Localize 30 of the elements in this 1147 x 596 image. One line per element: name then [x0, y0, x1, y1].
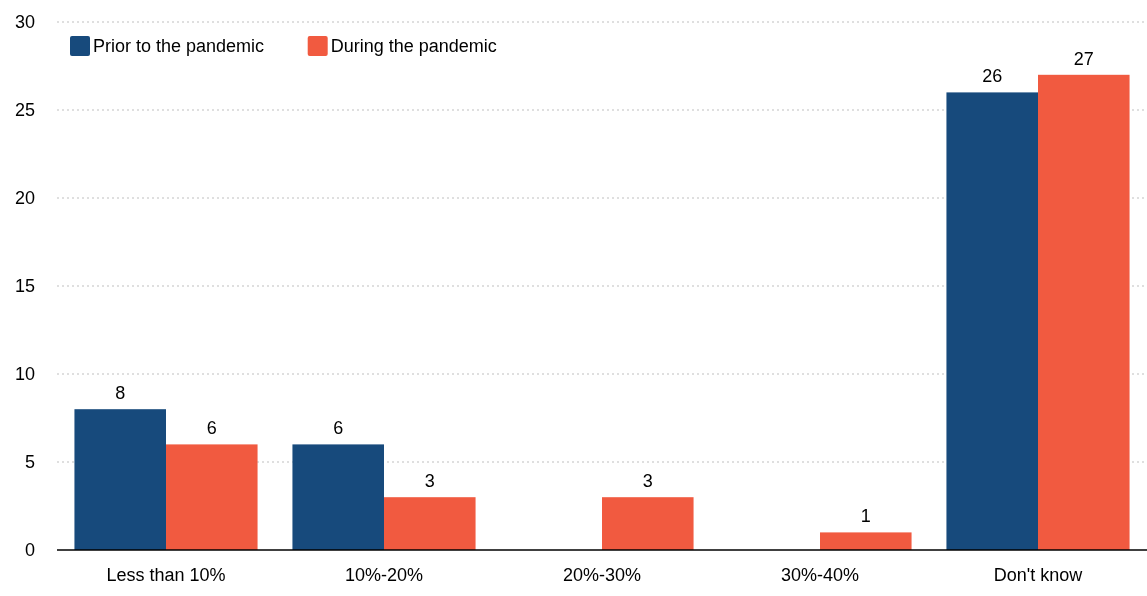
data-label: 1: [860, 506, 871, 527]
x-tick-label: 10%-20%: [344, 565, 424, 585]
y-tick-label: 0: [24, 540, 35, 561]
x-tick-label: Don't know: [993, 565, 1084, 585]
y-tick-label: 15: [14, 276, 35, 297]
y-tick-label: 5: [24, 452, 35, 473]
bar: [946, 92, 1038, 550]
bar: [384, 497, 476, 550]
y-tick-label: 25: [14, 100, 35, 121]
legend-label: During the pandemic: [330, 36, 497, 57]
bar: [820, 532, 912, 550]
legend-label: Prior to the pandemic: [93, 36, 265, 57]
data-label: 27: [1073, 48, 1094, 69]
data-label: 8: [115, 383, 126, 404]
data-label: 3: [642, 471, 653, 492]
x-tick-label: Less than 10%: [106, 565, 226, 585]
bar: [1038, 74, 1130, 550]
data-label: 3: [424, 471, 435, 492]
bar: [292, 444, 384, 550]
y-tick-label: 20: [14, 188, 35, 209]
data-label: 6: [206, 418, 217, 439]
data-label: 26: [982, 66, 1003, 87]
bar: [166, 444, 258, 550]
bar: [602, 497, 694, 550]
bar: [74, 409, 166, 550]
y-tick-label: 10: [14, 364, 35, 385]
data-label: 6: [333, 418, 344, 439]
x-tick-label: 20%-30%: [562, 565, 642, 585]
y-tick-label: 30: [14, 12, 35, 33]
x-tick-label: 30%-40%: [780, 565, 860, 585]
